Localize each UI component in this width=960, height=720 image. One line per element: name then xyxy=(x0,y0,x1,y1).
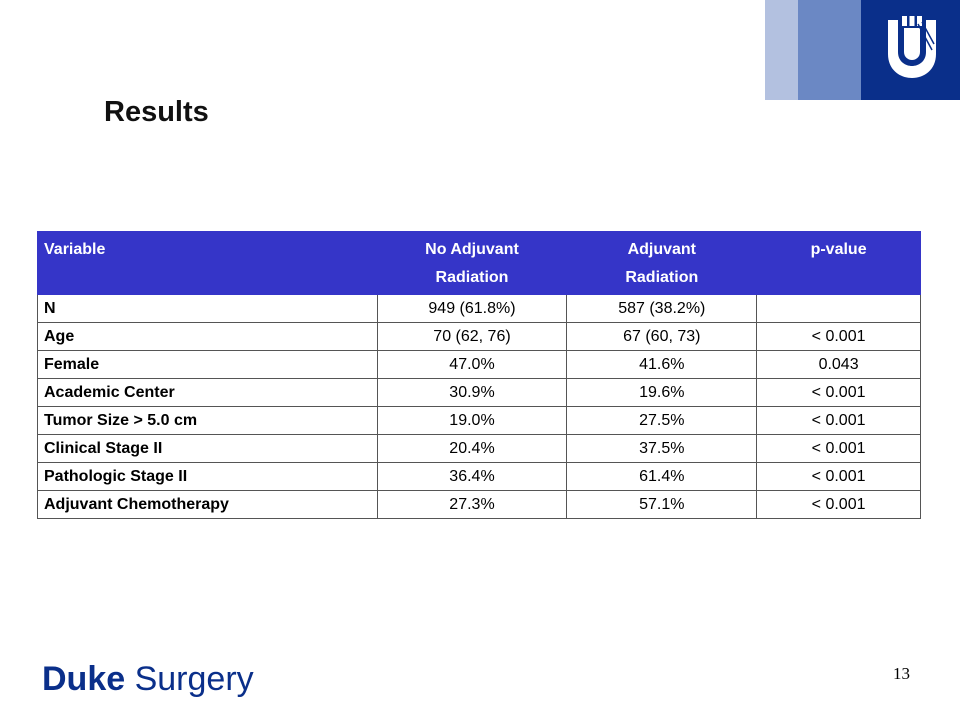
table-row: Female 47.0% 41.6% 0.043 xyxy=(37,350,921,379)
row-label: N xyxy=(37,294,378,323)
table-row: Pathologic Stage II 36.4% 61.4% < 0.001 xyxy=(37,462,921,491)
cell-no-adjuvant: 27.3% xyxy=(376,490,568,519)
table-row: Adjuvant Chemotherapy 27.3% 57.1% < 0.001 xyxy=(37,490,921,519)
cell-no-adjuvant: 30.9% xyxy=(376,378,568,407)
row-label: Adjuvant Chemotherapy xyxy=(37,490,378,519)
cell-p-value: < 0.001 xyxy=(756,406,921,435)
cell-no-adjuvant: 20.4% xyxy=(376,434,568,463)
cell-adjuvant: 37.5% xyxy=(566,434,758,463)
row-label: Female xyxy=(37,350,378,379)
cell-adjuvant: 67 (60, 73) xyxy=(566,322,758,351)
row-label: Clinical Stage II xyxy=(37,434,378,463)
row-label: Academic Center xyxy=(37,378,378,407)
duke-surgery-wordmark: Duke Surgery xyxy=(42,660,254,698)
cell-adjuvant: 57.1% xyxy=(566,490,758,519)
cell-p-value xyxy=(756,294,921,323)
cell-p-value: < 0.001 xyxy=(756,322,921,351)
cell-no-adjuvant: 19.0% xyxy=(376,406,568,435)
table-row: Clinical Stage II 20.4% 37.5% < 0.001 xyxy=(37,434,921,463)
table-row: N 949 (61.8%) 587 (38.2%) xyxy=(37,294,921,323)
decor-bar-light xyxy=(765,0,798,100)
cell-no-adjuvant: 36.4% xyxy=(376,462,568,491)
cell-adjuvant: 19.6% xyxy=(566,378,758,407)
row-label: Age xyxy=(37,322,378,351)
table-row: Age 70 (62, 76) 67 (60, 73) < 0.001 xyxy=(37,322,921,351)
row-label: Pathologic Stage II xyxy=(37,462,378,491)
cell-adjuvant: 41.6% xyxy=(566,350,758,379)
header-p-value: p-value xyxy=(756,231,921,295)
table-row: Tumor Size > 5.0 cm 19.0% 27.5% < 0.001 xyxy=(37,406,921,435)
row-label: Tumor Size > 5.0 cm xyxy=(37,406,378,435)
results-table: Variable No Adjuvant Radiation Adjuvant Ra… xyxy=(37,231,921,519)
page-number: 13 xyxy=(893,664,910,683)
cell-no-adjuvant: 70 (62, 76) xyxy=(376,322,568,351)
table-row: Academic Center 30.9% 19.6% < 0.001 xyxy=(37,378,921,407)
cell-p-value: < 0.001 xyxy=(756,378,921,407)
cell-adjuvant: 587 (38.2%) xyxy=(566,294,758,323)
header-no-adjuvant-radiation: No Adjuvant Radiation xyxy=(376,231,568,295)
decor-bar-mid xyxy=(798,0,861,100)
cell-p-value: < 0.001 xyxy=(756,490,921,519)
cell-p-value: < 0.001 xyxy=(756,462,921,491)
cell-p-value: 0.043 xyxy=(756,350,921,379)
cell-adjuvant: 27.5% xyxy=(566,406,758,435)
cell-no-adjuvant: 47.0% xyxy=(376,350,568,379)
cell-p-value: < 0.001 xyxy=(756,434,921,463)
cell-adjuvant: 61.4% xyxy=(566,462,758,491)
duke-shield-logo-icon xyxy=(888,16,936,78)
header-variable: Variable xyxy=(37,231,378,295)
header-adjuvant-radiation: Adjuvant Radiation xyxy=(566,231,758,295)
cell-no-adjuvant: 949 (61.8%) xyxy=(376,294,568,323)
table-header-row: Variable No Adjuvant Radiation Adjuvant Ra… xyxy=(37,231,921,295)
slide-title: Results xyxy=(104,96,209,128)
